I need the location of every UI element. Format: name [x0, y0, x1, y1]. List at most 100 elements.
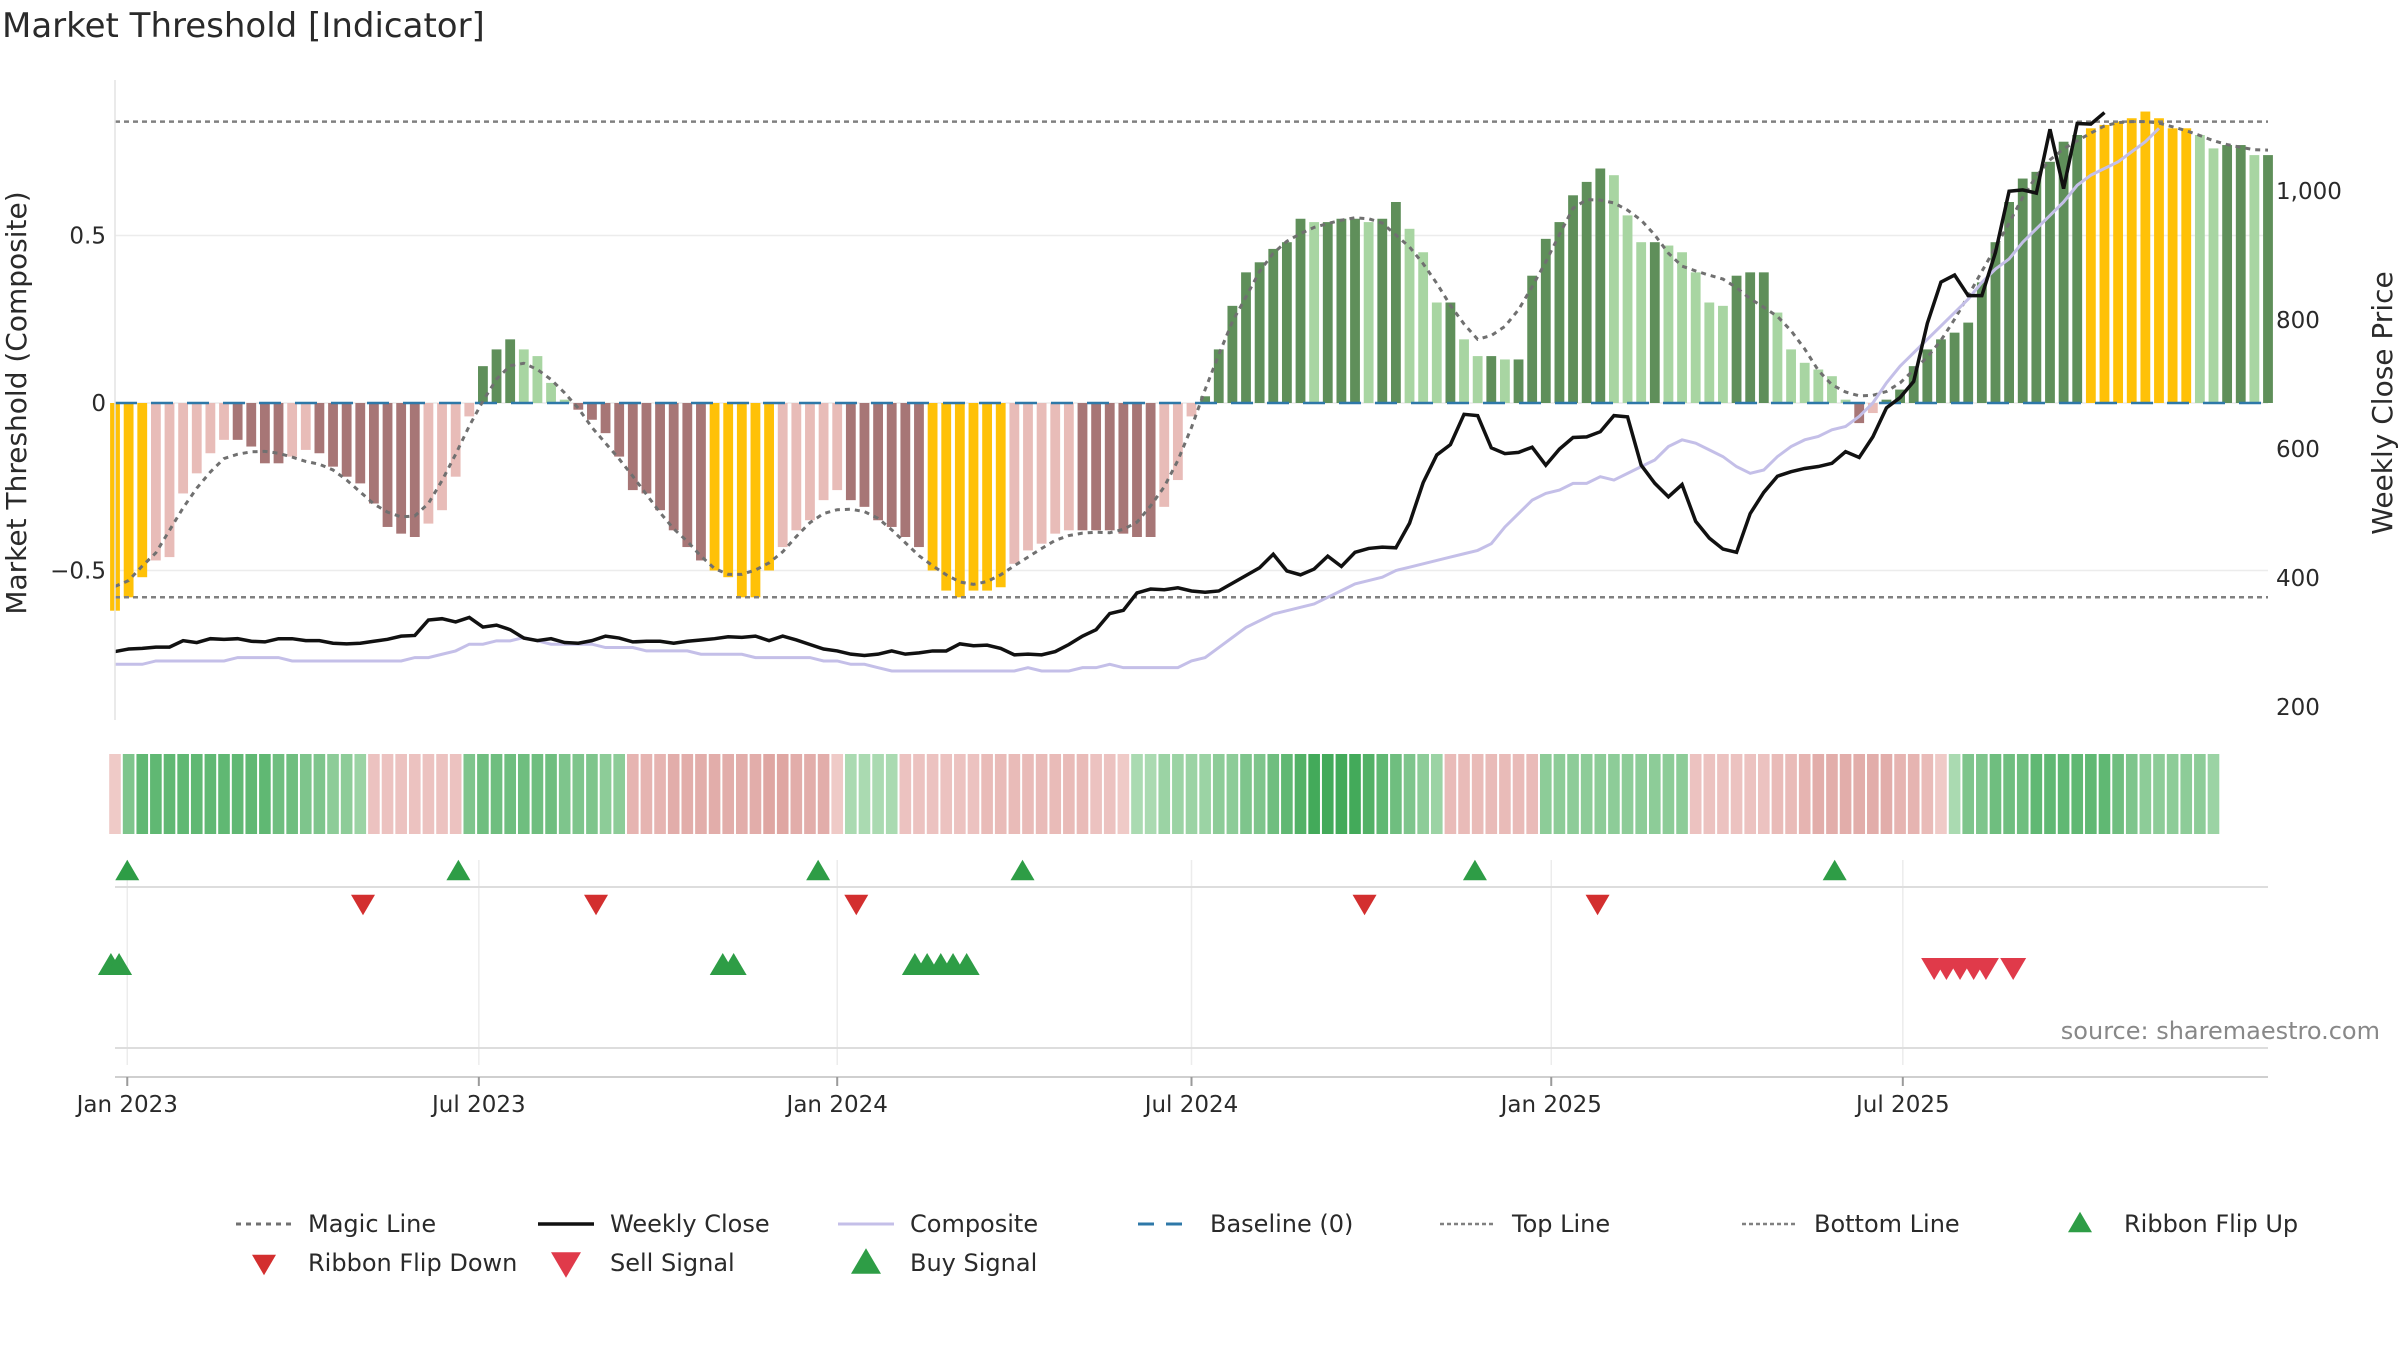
composite-bar — [1213, 349, 1224, 403]
x-tick-label: Jul 2024 — [1143, 1092, 1239, 1118]
composite-bar — [2085, 128, 2096, 404]
composite-bar — [2235, 145, 2246, 404]
ribbon-cell — [231, 754, 244, 834]
composite-bar — [1704, 302, 1715, 403]
legend-label: Ribbon Flip Up — [2124, 1210, 2298, 1238]
ribbon-cell — [1880, 754, 1893, 834]
ribbon-cell — [640, 754, 653, 834]
ribbon-cell — [613, 754, 625, 834]
composite-bar — [600, 403, 611, 434]
legend-item-flipdown: Ribbon Flip Down — [252, 1249, 517, 1277]
composite-bar — [1077, 403, 1088, 531]
y-right-tick-label: 200 — [2276, 695, 2320, 721]
composite-bar — [587, 403, 597, 420]
ribbon-flip-down-marker — [1585, 894, 1610, 916]
ribbon-cell — [163, 754, 176, 834]
composite-bar — [150, 403, 161, 561]
composite-bar — [1445, 302, 1456, 403]
ribbon-cell — [1567, 754, 1579, 834]
y-left-tick-label: 0 — [91, 391, 106, 417]
ribbon-cell — [395, 754, 407, 834]
composite-bar — [1363, 222, 1374, 403]
ribbon-cell — [1294, 754, 1307, 834]
composite-bar — [709, 403, 720, 571]
ribbon-cell — [1362, 754, 1375, 834]
ribbon-cell — [1744, 754, 1757, 834]
legend-swatch — [252, 1254, 276, 1276]
ribbon-cell — [1853, 754, 1866, 834]
composite-bar — [1377, 218, 1388, 403]
composite-bar — [1322, 222, 1333, 403]
ribbon-cell — [1621, 754, 1634, 834]
ribbon-cell — [1430, 754, 1443, 834]
composite-bar — [668, 403, 679, 531]
composite-bar — [505, 339, 516, 403]
ribbon-cell — [177, 754, 189, 834]
composite-bar — [191, 403, 202, 474]
ribbon-cell — [2003, 754, 2015, 834]
composite-bar — [2113, 121, 2124, 403]
composite-bar — [1990, 242, 2001, 403]
ribbon-cell — [1526, 754, 1538, 834]
composite-bar — [1786, 349, 1796, 403]
legend-item-top: Top Line — [1440, 1210, 1610, 1238]
composite-bar — [1404, 228, 1415, 403]
composite-bar — [396, 403, 407, 534]
ribbon-cell — [1689, 754, 1702, 834]
ribbon-flip-down-marker — [584, 894, 609, 916]
composite-bar — [818, 403, 829, 501]
ribbon-cell — [1717, 754, 1729, 834]
ribbon-cell — [381, 754, 394, 834]
ribbon-cell — [1240, 754, 1252, 834]
ribbon-cell — [790, 754, 803, 834]
composite-bar — [1036, 403, 1047, 544]
composite-bar — [1186, 403, 1197, 417]
ribbon-cell — [1158, 754, 1171, 834]
ribbon-cell — [204, 754, 217, 834]
ribbon-cell — [272, 754, 285, 834]
composite-bar — [1513, 359, 1524, 403]
ribbon-cell — [1730, 754, 1743, 834]
composite-bar — [614, 403, 625, 457]
ribbon-flip-up-marker — [115, 859, 140, 881]
ribbon-cell — [1635, 754, 1647, 834]
ribbon-cell — [981, 754, 993, 834]
ribbon-cell — [681, 754, 694, 834]
ribbon-cell — [749, 754, 762, 834]
composite-bar — [696, 403, 706, 561]
composite-bar — [1854, 403, 1865, 424]
ribbon-cell — [1458, 754, 1470, 834]
ribbon-cell — [1648, 754, 1661, 834]
chart-title: Market Threshold [Indicator] — [2, 6, 485, 46]
ribbon-cell — [408, 754, 421, 834]
ribbon-cell — [517, 754, 530, 834]
legend: Magic Line Weekly Close Composite Baseline … — [236, 1210, 2298, 1278]
ribbon-cell — [150, 754, 162, 834]
legend-item-sell: Sell Signal — [551, 1249, 735, 1278]
composite-bar — [1118, 403, 1129, 534]
composite-bar — [1581, 181, 1592, 403]
composite-bar — [805, 403, 815, 521]
y-left-axis-title: Market Threshold (Composite) — [0, 191, 33, 614]
ribbon-cell — [858, 754, 871, 834]
composite-bar — [1200, 396, 1211, 403]
ribbon-cell — [708, 754, 721, 834]
composite-bar — [1009, 403, 1020, 564]
y-right-tick-label: 1,000 — [2276, 179, 2342, 205]
composite-bar — [1867, 403, 1878, 414]
composite-bar — [2017, 178, 2028, 403]
sell-signal-marker — [1972, 957, 1999, 981]
ribbon-cell — [1417, 754, 1429, 834]
ribbon-cell — [354, 754, 367, 834]
ribbon-cell — [1390, 754, 1402, 834]
x-tick-label: Jul 2025 — [1854, 1092, 1950, 1118]
ribbon-cell — [885, 754, 898, 834]
composite-bar — [1649, 242, 1660, 403]
signal-markers — [97, 859, 2268, 1049]
composite-bar — [886, 403, 897, 527]
ribbon-cell — [1281, 754, 1293, 834]
composite-bar — [1418, 252, 1429, 403]
composite-bar — [1132, 403, 1142, 537]
ribbon-cell — [1035, 754, 1048, 834]
